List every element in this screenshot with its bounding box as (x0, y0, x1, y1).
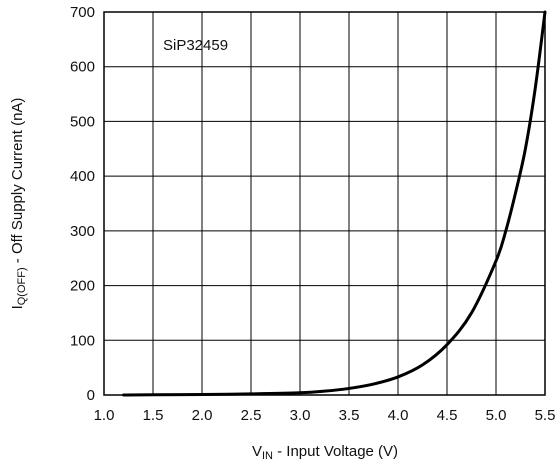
x-tick-labels: 1.0 1.5 2.0 2.5 3.0 3.5 4.0 4.5 5.0 5.5 (94, 407, 556, 424)
x-tick-label: 2.5 (241, 407, 262, 424)
y-tick-label: 0 (87, 387, 95, 404)
x-tick-label: 3.0 (290, 407, 311, 424)
grid (103, 11, 546, 396)
y-axis-label-sub: Q(OFF) (16, 267, 28, 305)
y-tick-label: 200 (70, 278, 95, 295)
x-tick-label: 2.0 (192, 407, 213, 424)
y-tick-labels: 0 100 200 300 400 500 600 700 (70, 4, 95, 404)
y-axis-label-rest: - Off Supply Current (nA) (9, 98, 26, 268)
y-axis-label: IQ(OFF) - Off Supply Current (nA) (9, 98, 28, 310)
y-tick-label: 300 (70, 223, 95, 240)
x-axis-label-main: V (252, 443, 262, 460)
x-axis-label-rest: - Input Voltage (V) (273, 443, 398, 460)
y-axis-label-main: I (9, 305, 26, 309)
y-tick-label: 500 (70, 113, 95, 130)
x-tick-label: 5.5 (535, 407, 556, 424)
y-tick-label: 600 (70, 59, 95, 76)
chart-annotation: SiP32459 (163, 37, 228, 54)
x-axis-label: VIN - Input Voltage (V) (252, 443, 398, 462)
x-axis-label-sub: IN (262, 450, 273, 462)
x-tick-label: 4.0 (388, 407, 409, 424)
series-line (122, 10, 547, 397)
plot-frame (103, 11, 546, 396)
x-tick-label: 1.0 (94, 407, 115, 424)
y-tick-label: 100 (70, 332, 95, 349)
x-tick-label: 1.5 (143, 407, 164, 424)
y-tick-label: 700 (70, 4, 95, 21)
x-tick-label: 4.5 (437, 407, 458, 424)
x-tick-label: 3.5 (339, 407, 360, 424)
x-tick-label: 5.0 (486, 407, 507, 424)
y-tick-label: 400 (70, 168, 95, 185)
